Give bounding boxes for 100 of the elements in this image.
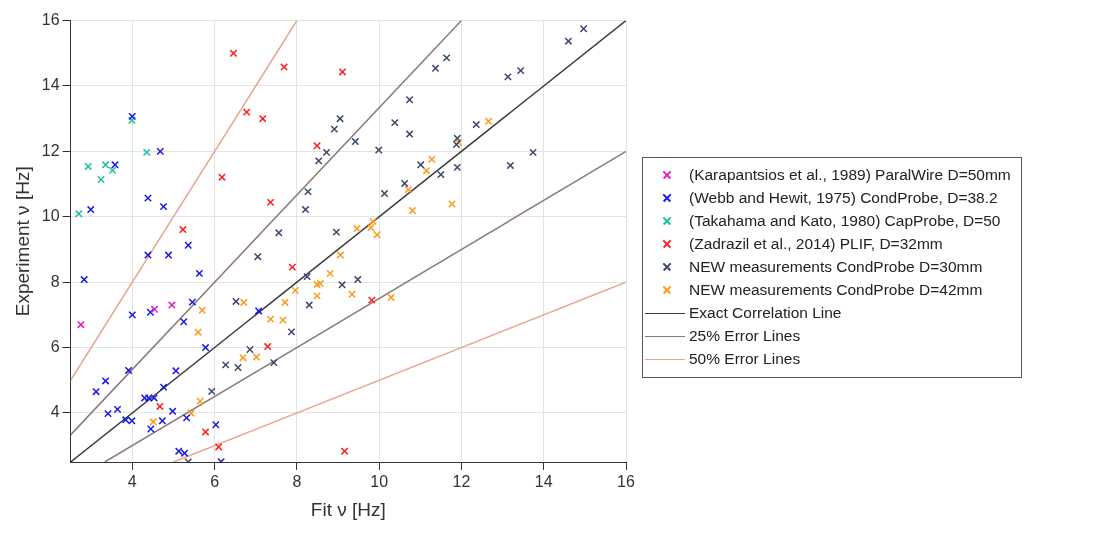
point (303, 272, 312, 281)
point (326, 269, 335, 278)
point (156, 147, 165, 156)
point (263, 342, 272, 351)
point (146, 425, 155, 433)
point (313, 291, 321, 300)
legend-label: (Karapantsios et al., 1989) ParalWire D=50mm (689, 166, 1011, 184)
point (101, 160, 110, 169)
y-tick-label: 16 (41, 11, 60, 29)
point (351, 137, 360, 146)
point (353, 224, 361, 233)
point (313, 141, 321, 150)
point (113, 405, 122, 414)
point (484, 117, 493, 126)
point (127, 116, 136, 125)
point (516, 66, 525, 75)
x-tick-label: 6 (210, 473, 220, 491)
point (281, 298, 289, 307)
point (322, 148, 331, 157)
point (179, 317, 188, 326)
point (234, 363, 242, 372)
point (390, 118, 399, 127)
point (140, 393, 149, 402)
point (380, 189, 389, 198)
point (171, 366, 180, 375)
point (506, 161, 515, 170)
point (313, 280, 321, 289)
x-tick-label: 4 (127, 473, 137, 491)
point (164, 251, 173, 259)
point (128, 112, 137, 121)
point (121, 415, 130, 424)
point (291, 286, 300, 295)
point (128, 310, 137, 319)
point (266, 198, 275, 207)
point (338, 280, 347, 289)
point (404, 185, 413, 194)
point (280, 63, 289, 71)
point (408, 206, 417, 215)
point (178, 225, 187, 234)
point (184, 241, 193, 250)
point (242, 108, 251, 117)
point (198, 306, 207, 315)
point (207, 387, 216, 396)
point (472, 120, 481, 129)
point (144, 393, 153, 402)
point (353, 275, 362, 284)
point (336, 251, 345, 259)
x-tick-label: 8 (292, 473, 302, 491)
point (239, 298, 248, 307)
point (448, 200, 456, 208)
legend-label: 50% Error Lines (689, 350, 801, 368)
y-tick-label: 6 (50, 337, 60, 355)
y-tick-label: 8 (50, 272, 60, 290)
point (159, 202, 168, 211)
point (348, 290, 356, 299)
point (288, 263, 297, 272)
legend-label: 25% Error Lines (689, 327, 801, 345)
point (258, 114, 267, 123)
y-tick-label: 12 (41, 141, 60, 159)
point (74, 209, 83, 218)
point (167, 301, 176, 309)
x-tick-label: 14 (534, 473, 553, 491)
point (400, 179, 409, 188)
point (422, 166, 431, 175)
point (367, 296, 376, 305)
point (340, 447, 349, 456)
point (338, 68, 347, 76)
y-tick-label: 10 (41, 207, 60, 225)
point (196, 397, 205, 406)
point (229, 49, 238, 58)
point (253, 252, 262, 261)
point (174, 447, 183, 456)
point (150, 305, 159, 314)
point (332, 228, 341, 237)
point (316, 279, 325, 288)
point (387, 293, 396, 302)
legend-label: NEW measurements CondProbe D=42mm (689, 281, 983, 299)
point (214, 443, 223, 451)
point (92, 387, 101, 396)
point (158, 416, 167, 425)
point (142, 148, 151, 157)
point (221, 360, 230, 369)
point (150, 393, 159, 402)
point (111, 160, 119, 169)
point (503, 72, 512, 81)
legend-label: (Zadrazil et al., 2014) PLIF, D=32mm (689, 235, 943, 253)
point (201, 427, 210, 436)
point (155, 402, 164, 411)
legend-label: Exact Correlation Line (689, 304, 842, 322)
point (180, 449, 189, 458)
point (431, 64, 440, 73)
point (278, 316, 287, 325)
x-tick-label: 12 (452, 473, 471, 491)
point (124, 366, 133, 375)
point (218, 173, 226, 182)
point (80, 275, 89, 284)
point (304, 187, 312, 196)
point (274, 228, 283, 237)
point (144, 194, 152, 203)
point (436, 170, 445, 179)
